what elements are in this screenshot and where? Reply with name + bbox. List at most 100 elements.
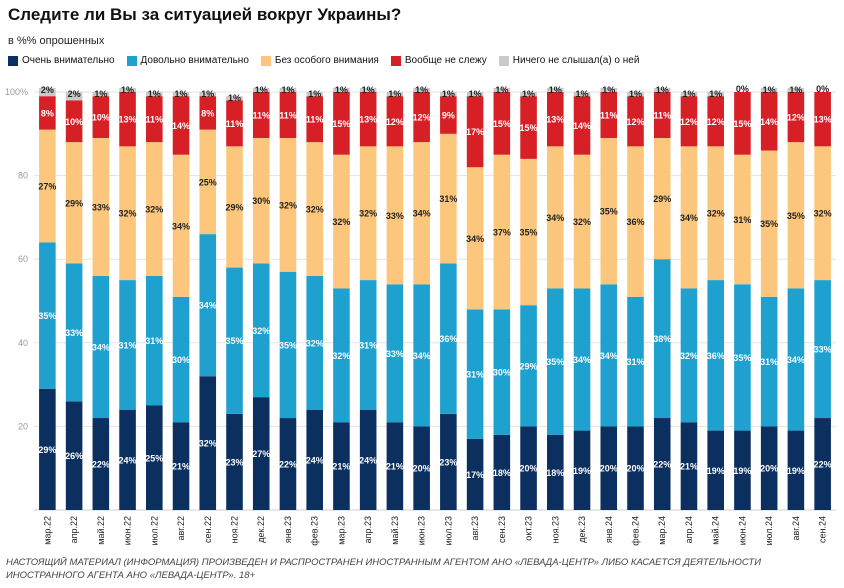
data-label: 35% bbox=[787, 211, 805, 221]
bar-segment bbox=[39, 96, 56, 130]
x-tick-label: дек.22 bbox=[256, 516, 266, 543]
bar-segment bbox=[680, 146, 698, 289]
data-label: 35% bbox=[520, 228, 538, 238]
data-label: 36% bbox=[707, 351, 725, 361]
data-label: 0% bbox=[816, 84, 829, 94]
bar-segment bbox=[814, 146, 831, 281]
x-tick-label: мар.23 bbox=[336, 516, 346, 545]
bar-segment bbox=[493, 154, 511, 310]
data-label: 34% bbox=[413, 351, 431, 361]
bar-segment bbox=[573, 288, 591, 431]
data-label: 1% bbox=[175, 89, 188, 99]
bar-segment bbox=[493, 434, 511, 510]
bar-segment bbox=[653, 259, 671, 419]
data-label: 1% bbox=[629, 89, 642, 99]
bar-segment bbox=[573, 96, 591, 155]
data-label: 1% bbox=[709, 89, 722, 99]
data-label: 32% bbox=[145, 205, 163, 215]
bar-segment bbox=[199, 92, 217, 97]
bar-segment bbox=[680, 422, 698, 510]
data-label: 19% bbox=[733, 466, 751, 476]
bar-segment bbox=[600, 426, 618, 510]
data-label: 34% bbox=[546, 213, 564, 223]
data-label: 34% bbox=[413, 209, 431, 219]
data-label: 1% bbox=[442, 89, 455, 99]
bar-segment bbox=[146, 92, 163, 97]
legend-label-not: Вообще не слежу bbox=[404, 55, 487, 66]
bar-segment bbox=[760, 150, 778, 297]
data-label: 1% bbox=[388, 89, 401, 99]
bar-segment bbox=[734, 92, 751, 155]
bar-segment bbox=[707, 280, 724, 431]
bar-segment bbox=[760, 426, 778, 510]
bar-segment bbox=[279, 271, 297, 419]
data-label: 35% bbox=[225, 336, 243, 346]
data-label: 26% bbox=[65, 451, 83, 461]
data-label: 32% bbox=[199, 439, 217, 449]
x-tick-label: май.24 bbox=[711, 516, 721, 545]
legend-label-fairly: Довольно внимательно bbox=[140, 55, 249, 66]
data-label: 18% bbox=[546, 468, 564, 478]
bar-segment bbox=[92, 92, 110, 97]
data-label: 15% bbox=[332, 119, 350, 129]
data-label: 33% bbox=[92, 202, 110, 212]
data-label: 33% bbox=[65, 328, 83, 338]
bar-segment bbox=[466, 167, 484, 310]
bar-segment bbox=[39, 388, 56, 510]
bar-segment bbox=[199, 129, 217, 235]
data-label: 30% bbox=[493, 368, 511, 378]
bar-segment bbox=[306, 96, 323, 143]
bar-segment bbox=[386, 284, 404, 423]
data-label: 32% bbox=[332, 351, 350, 361]
data-label: 35% bbox=[733, 353, 751, 363]
bar-segment bbox=[600, 92, 618, 138]
bar-segment bbox=[680, 96, 698, 147]
data-label: 20% bbox=[413, 464, 431, 474]
bar-segment bbox=[386, 422, 404, 510]
data-label: 11% bbox=[252, 110, 270, 120]
bar-segment bbox=[787, 92, 805, 143]
bar-segment bbox=[199, 376, 217, 510]
bar-segment bbox=[92, 96, 110, 138]
bar-segment bbox=[359, 92, 377, 147]
data-label: 32% bbox=[119, 209, 137, 219]
data-label: 20% bbox=[600, 464, 618, 474]
bar-segment bbox=[466, 96, 484, 168]
data-label: 17% bbox=[466, 470, 484, 480]
bar-segment bbox=[172, 154, 190, 297]
bar-segment bbox=[787, 87, 805, 92]
x-tick-label: дек.23 bbox=[577, 516, 587, 543]
bar-segment bbox=[787, 288, 805, 431]
data-label: 29% bbox=[520, 361, 538, 371]
bar-segment bbox=[707, 146, 724, 281]
bar-segment bbox=[92, 137, 110, 276]
data-label: 12% bbox=[386, 117, 404, 127]
bar-segment bbox=[466, 92, 484, 97]
data-label: 1% bbox=[789, 85, 802, 95]
data-label: 1% bbox=[201, 89, 214, 99]
data-label: 32% bbox=[306, 338, 324, 348]
data-label: 1% bbox=[255, 85, 268, 95]
data-label: 31% bbox=[119, 340, 137, 350]
bar-segment bbox=[92, 418, 110, 510]
bar-segment bbox=[279, 418, 297, 510]
data-label: 34% bbox=[199, 301, 217, 311]
data-label: 32% bbox=[279, 200, 297, 210]
x-tick-label: авг.23 bbox=[470, 516, 480, 540]
data-label: 13% bbox=[814, 115, 832, 125]
data-label: 1% bbox=[362, 85, 375, 95]
y-tick-label: 40 bbox=[18, 338, 28, 348]
bar-segment bbox=[119, 146, 136, 281]
data-label: 23% bbox=[225, 457, 243, 467]
bar-segment bbox=[734, 154, 751, 285]
legend-item-very: Очень внимательно bbox=[8, 55, 115, 66]
bar-segment bbox=[172, 96, 190, 155]
bar-segment bbox=[252, 263, 270, 398]
data-label: 10% bbox=[65, 117, 83, 127]
x-tick-label: мар.24 bbox=[657, 516, 667, 545]
data-label: 34% bbox=[787, 355, 805, 365]
data-label: 25% bbox=[145, 453, 163, 463]
bar-segment bbox=[413, 426, 430, 510]
bar-segment bbox=[359, 87, 377, 92]
data-label: 20% bbox=[760, 464, 778, 474]
